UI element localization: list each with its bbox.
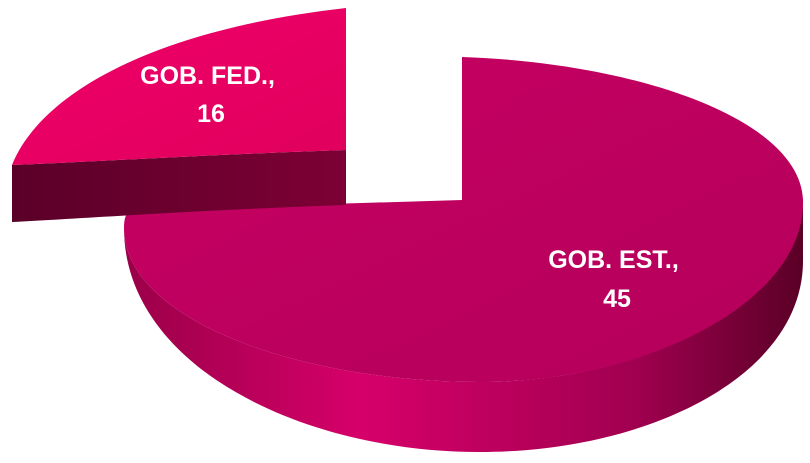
slice-label-gob-est-name: GOB. EST.,	[548, 246, 679, 274]
slice-label-gob-fed-name: GOB. FED.,	[140, 62, 275, 90]
slice-gob-fed-top	[12, 8, 346, 165]
slice-label-gob-est-value: 45	[603, 285, 631, 313]
slice-label-gob-est: GOB. EST., 45	[548, 246, 686, 313]
slice-label-gob-fed: GOB. FED., 16	[140, 62, 282, 128]
slice-gob-fed	[12, 8, 346, 222]
slice-gob-est-top	[124, 57, 804, 382]
slice-gob-est	[124, 57, 804, 452]
slice-gob-est-side	[124, 200, 803, 452]
slice-label-gob-fed-value: 16	[197, 100, 225, 128]
slice-gob-fed-side	[12, 150, 346, 222]
